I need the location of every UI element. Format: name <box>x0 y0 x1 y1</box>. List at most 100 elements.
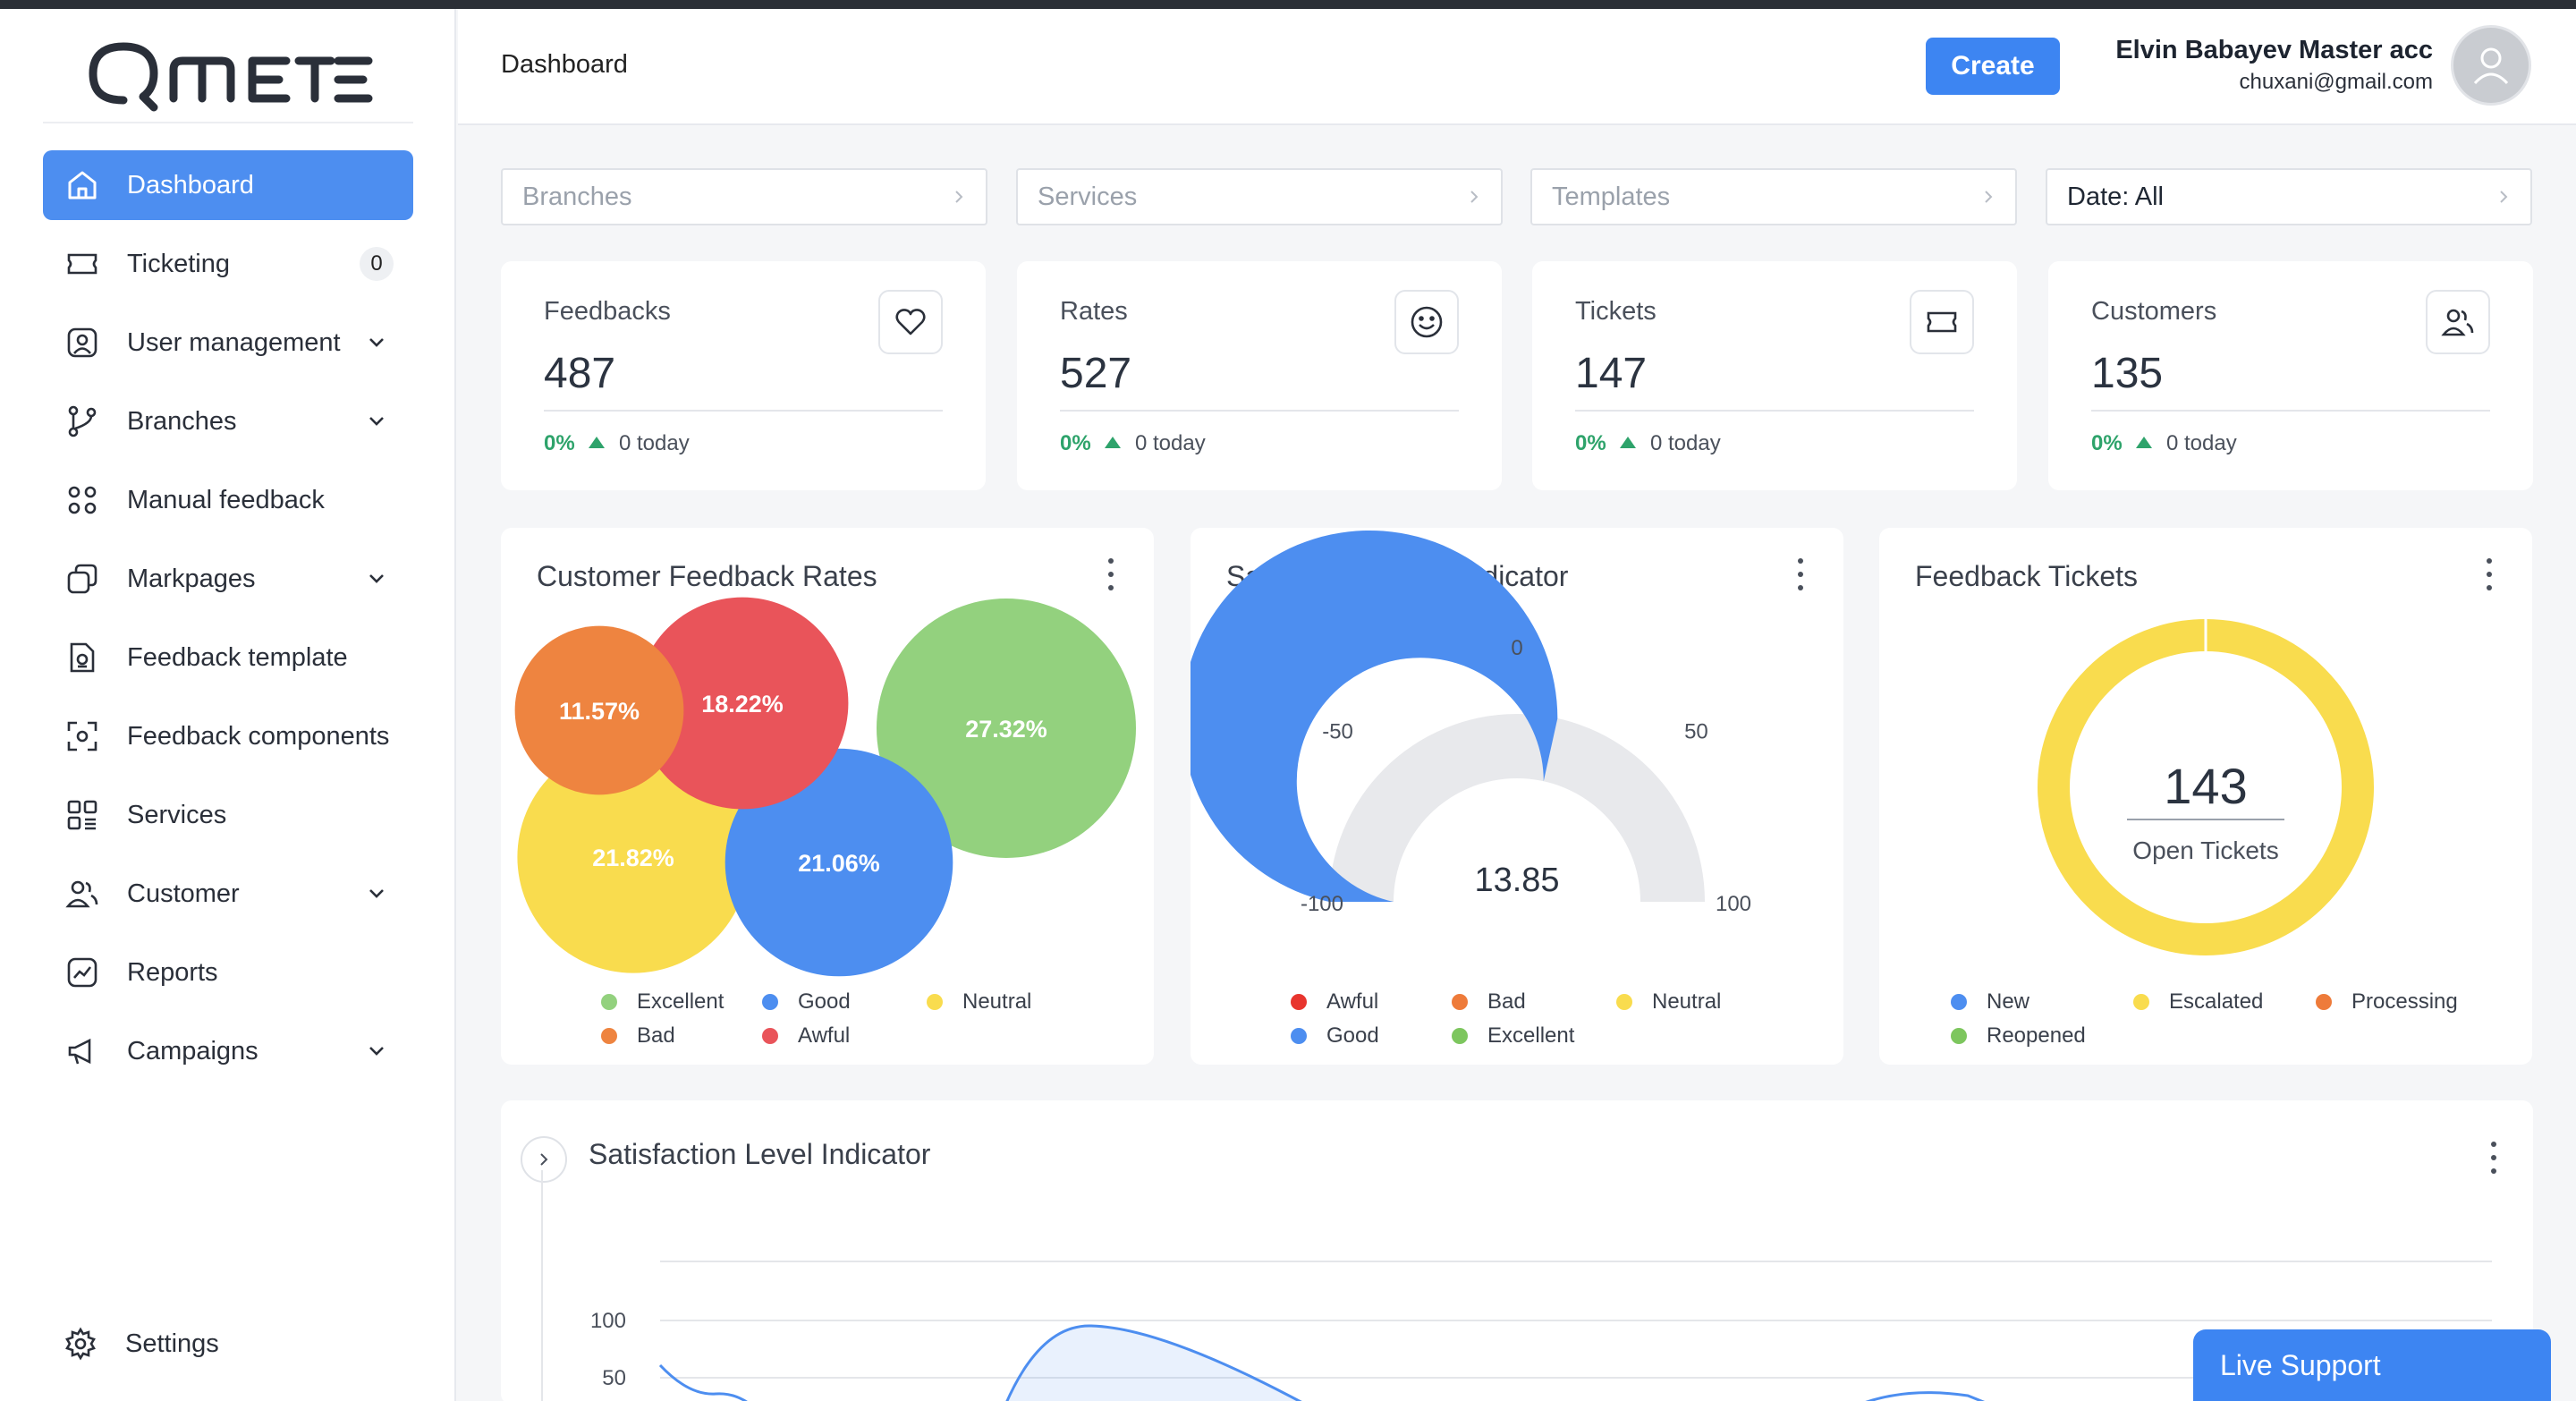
gauge-tick-label: -100 <box>1301 892 1343 916</box>
home-icon <box>63 166 102 205</box>
trend-up-icon <box>1105 437 1121 448</box>
more-options-icon[interactable] <box>1106 558 1116 594</box>
more-options-icon[interactable] <box>2488 1142 2499 1177</box>
sidebar-item-settings[interactable]: Settings <box>63 1326 219 1362</box>
bubble-label-awful: 18.22% <box>701 691 784 717</box>
legend-item-awful[interactable]: Awful <box>762 1023 850 1049</box>
sidebar-item-label: Branches <box>127 406 237 436</box>
gauge-tick-label: 100 <box>1716 892 1751 916</box>
sidebar-nav: Dashboard Ticketing 0 User management Br… <box>43 150 413 1095</box>
sidebar-item-services[interactable]: Services <box>43 780 413 850</box>
templates-filter[interactable]: Templates <box>1530 168 2017 225</box>
sidebar-item-label: Markpages <box>127 564 256 593</box>
donut-center-label: Open Tickets <box>2132 836 2278 864</box>
sidebar-item-branches[interactable]: Branches <box>43 386 413 456</box>
stat-today: 0 today <box>1135 431 1206 455</box>
more-options-icon[interactable] <box>2484 558 2495 594</box>
legend-item-escalated[interactable]: Escalated <box>2133 989 2263 1015</box>
y-tick-label: 50 <box>602 1366 626 1390</box>
bubble-label-excellent: 27.32% <box>965 716 1047 743</box>
sidebar-item-campaigns[interactable]: Campaigns <box>43 1016 413 1086</box>
date-filter-label: Date: All <box>2067 182 2164 211</box>
legend-item-neutral[interactable]: Neutral <box>927 989 1031 1015</box>
chevron-down-icon <box>369 574 384 583</box>
legend-item-awful[interactable]: Awful <box>1291 989 1378 1015</box>
stat-today: 0 today <box>619 431 690 455</box>
legend-dot <box>1291 1028 1307 1044</box>
gauge-value: 13.85 <box>1474 862 1559 899</box>
bubble-label-good: 21.06% <box>798 850 880 877</box>
legend-item-excellent[interactable]: Excellent <box>1452 1023 1574 1049</box>
sidebar-item-markpages[interactable]: Markpages <box>43 544 413 614</box>
legend-item-good[interactable]: Good <box>1291 1023 1379 1049</box>
legend-item-bad[interactable]: Bad <box>601 1023 675 1049</box>
bubble-good <box>724 748 953 977</box>
ticket-count-badge: 0 <box>360 247 394 281</box>
legend-item-bad[interactable]: Bad <box>1452 989 1526 1015</box>
chevron-down-icon <box>369 1047 384 1056</box>
feedbacks-stat-card: Feedbacks 487 0% 0 today <box>501 261 986 490</box>
chevron-right-icon <box>2500 191 2508 203</box>
legend-dot <box>1951 994 1967 1010</box>
rates-stat-card: Rates 527 0% 0 today <box>1017 261 1502 490</box>
date-filter[interactable]: Date: All <box>2046 168 2532 225</box>
more-options-icon[interactable] <box>1795 558 1806 594</box>
services-filter-label: Services <box>1038 182 1138 211</box>
chart-title: Satisfaction Level Indicator <box>589 1138 931 1170</box>
branches-filter[interactable]: Branches <box>501 168 987 225</box>
legend-label: New <box>1987 989 2030 1014</box>
avatar[interactable] <box>2451 25 2531 106</box>
branches-filter-label: Branches <box>522 182 632 211</box>
legend-dot <box>1452 1028 1468 1044</box>
services-filter[interactable]: Services <box>1016 168 1503 225</box>
gauge-chart: 13.85 -100 -50 0 50 100 <box>1191 531 1751 916</box>
legend-label: Excellent <box>637 989 724 1014</box>
sidebar-item-feedback-components[interactable]: Feedback components <box>43 701 413 771</box>
create-button[interactable]: Create <box>1926 38 2060 95</box>
stat-value: 147 <box>1575 350 1648 397</box>
legend-dot <box>601 994 617 1010</box>
stat-title: Tickets <box>1575 297 1657 326</box>
line-chart: 100 50 <box>541 1170 2492 1401</box>
window-top-bar <box>0 0 2576 9</box>
qmeter-logo <box>89 42 373 112</box>
sidebar-item-ticketing[interactable]: Ticketing 0 <box>43 229 413 299</box>
legend-item-excellent[interactable]: Excellent <box>601 989 724 1015</box>
bubble-neutral <box>517 741 750 973</box>
sidebar-item-label: Reports <box>127 957 218 987</box>
stat-title: Rates <box>1060 297 1128 326</box>
legend-item-reopened[interactable]: Reopened <box>1951 1023 2086 1049</box>
sidebar-item-manual-feedback[interactable]: Manual feedback <box>43 465 413 535</box>
trend-up-icon <box>1620 437 1636 448</box>
customers-icon <box>2426 290 2490 354</box>
sidebar-item-label: Ticketing <box>127 249 230 278</box>
sidebar-item-reports[interactable]: Reports <box>43 938 413 1007</box>
stat-divider <box>2091 410 2490 412</box>
legend-item-neutral[interactable]: Neutral <box>1616 989 1721 1015</box>
logo-divider <box>43 122 413 123</box>
legend-label: Escalated <box>2169 989 2264 1014</box>
legend-item-good[interactable]: Good <box>762 989 851 1015</box>
legend-label: Processing <box>2351 989 2458 1014</box>
sidebar-item-user-management[interactable]: User management <box>43 308 413 378</box>
expand-button[interactable] <box>521 1136 567 1183</box>
donut-center-value: 143 <box>2164 758 2247 814</box>
sidebar-item-feedback-template[interactable]: Feedback template <box>43 623 413 692</box>
sidebar-item-customer[interactable]: Customer <box>43 859 413 929</box>
sidebar: Dashboard Ticketing 0 User management Br… <box>0 9 456 1401</box>
legend-dot <box>1951 1028 1967 1044</box>
legend-item-new[interactable]: New <box>1951 989 2029 1015</box>
legend-item-processing[interactable]: Processing <box>2316 989 2458 1015</box>
stat-change-percent: 0% <box>2091 431 2123 455</box>
stat-divider <box>1575 410 1974 412</box>
sidebar-item-dashboard[interactable]: Dashboard <box>43 150 413 220</box>
smile-icon <box>1394 290 1459 354</box>
stat-today: 0 today <box>2166 431 2237 455</box>
live-support-button[interactable]: Live Support <box>2193 1329 2551 1401</box>
stat-change-percent: 0% <box>1575 431 1606 455</box>
megaphone-icon <box>63 1032 102 1071</box>
sidebar-item-label: Customer <box>127 879 240 908</box>
branch-icon <box>63 402 102 441</box>
legend-label: Good <box>1326 1023 1379 1048</box>
legend-dot <box>1616 994 1632 1010</box>
